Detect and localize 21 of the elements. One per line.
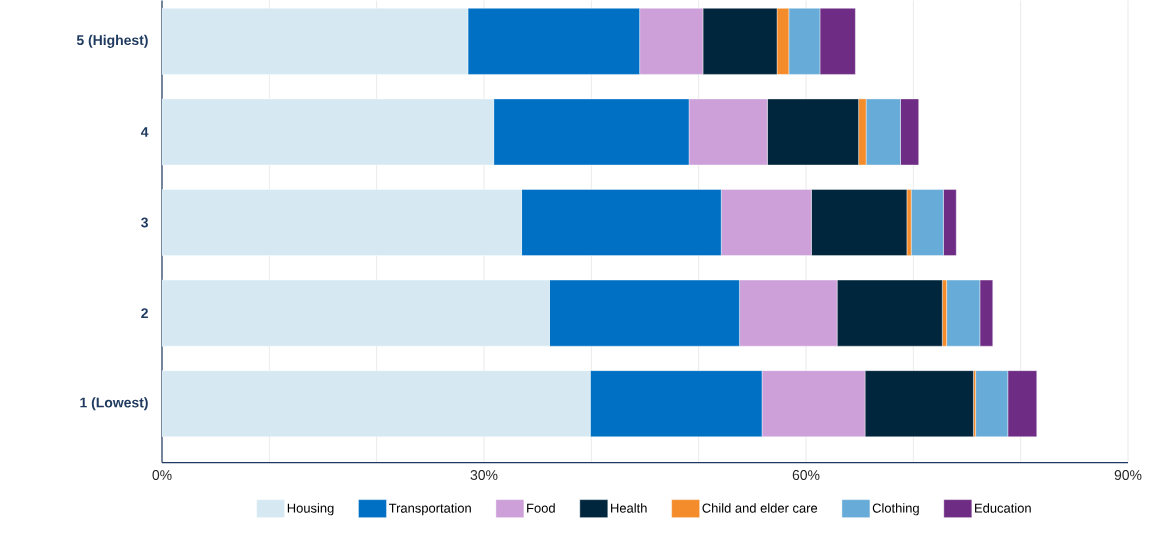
bar xyxy=(162,98,494,166)
legend-label: Child and elder care xyxy=(702,503,818,513)
legend-label: Food xyxy=(527,503,555,513)
legend-label: Housing xyxy=(287,503,334,516)
legend-label: Clothing xyxy=(872,503,919,516)
bar xyxy=(162,280,550,347)
bar xyxy=(162,8,469,75)
legend-label: Transportation xyxy=(388,503,471,516)
y-tick-label: 1 (Lowest) xyxy=(80,397,148,411)
x-tick-label: 60% xyxy=(792,470,820,481)
bar xyxy=(162,189,522,257)
y-tick-label: 4 xyxy=(140,127,149,137)
x-tick-label: 30% xyxy=(470,470,498,481)
x-tick-label: 90% xyxy=(1114,470,1142,481)
bar xyxy=(162,370,591,438)
y-tick-label: 5 (Highest) xyxy=(76,35,148,49)
y-tick-label: 2 xyxy=(141,308,148,319)
x-tick-label: 0% xyxy=(152,470,172,481)
y-tick-label: 3 xyxy=(141,217,148,228)
legend-label: Education xyxy=(975,503,1031,513)
legend-label: Health xyxy=(611,503,647,513)
